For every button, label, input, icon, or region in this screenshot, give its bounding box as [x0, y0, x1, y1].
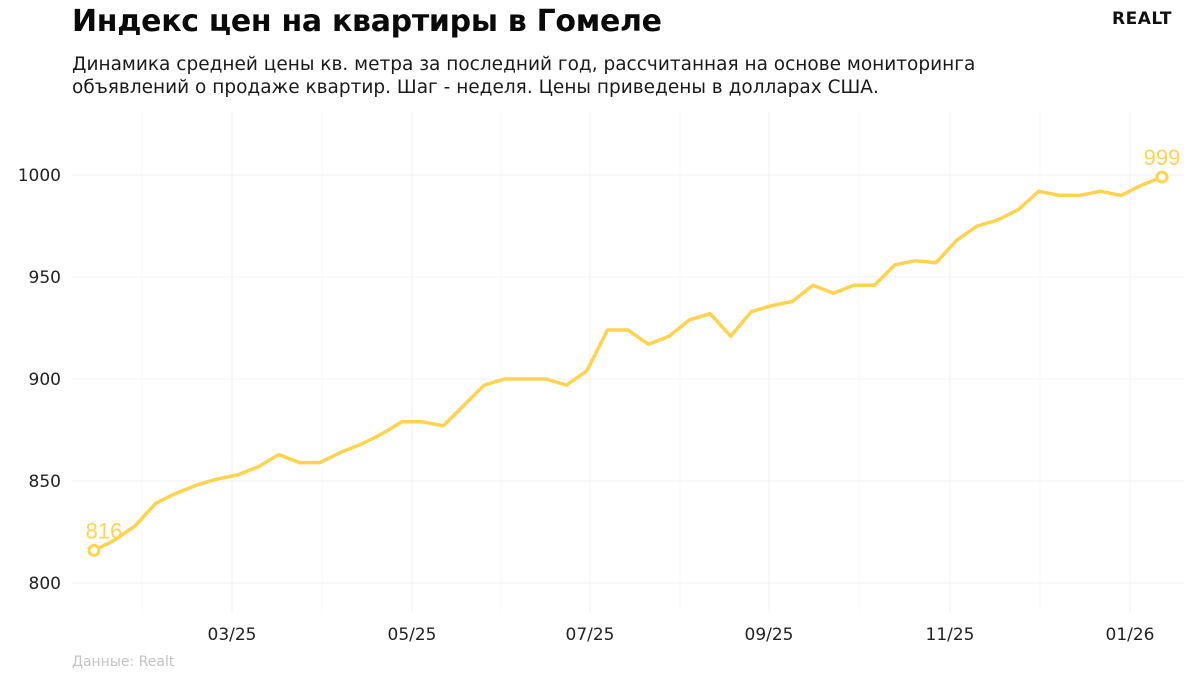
subtitle-line-1: Динамика средней цены кв. метра за после… — [72, 54, 976, 75]
last-value-label: 999 — [1144, 145, 1181, 170]
y-axis: 800 850 900 950 1000 — [18, 166, 61, 594]
y-tick-label: 800 — [29, 574, 61, 594]
x-tick-label: 05/25 — [388, 625, 437, 645]
subtitle-line-2: объявлений о продаже квартир. Шаг - неде… — [72, 77, 879, 98]
y-tick-label: 900 — [29, 370, 61, 390]
last-point-marker — [1155, 170, 1169, 184]
grid-lines — [72, 112, 1185, 612]
first-value-label: 816 — [86, 518, 123, 543]
x-tick-label: 01/26 — [1106, 625, 1155, 645]
y-tick-label: 850 — [29, 472, 61, 492]
x-tick-label: 07/25 — [566, 625, 615, 645]
x-tick-label: 03/25 — [208, 625, 257, 645]
chart-title: Индекс цен на квартиры в Гомеле — [72, 4, 662, 39]
y-tick-label: 950 — [29, 268, 61, 288]
x-tick-label: 11/25 — [926, 625, 975, 645]
x-tick-label: 09/25 — [745, 625, 794, 645]
chart-subtitle: Динамика средней цены кв. метра за после… — [72, 53, 1072, 99]
first-point-marker — [87, 543, 101, 557]
price-line — [92, 175, 1164, 553]
x-axis: 03/25 05/25 07/25 09/25 11/25 01/26 — [208, 625, 1155, 645]
data-source: Данные: Realt — [72, 654, 175, 670]
y-tick-label: 1000 — [18, 166, 61, 186]
realt-logo: REALT — [1112, 9, 1172, 29]
